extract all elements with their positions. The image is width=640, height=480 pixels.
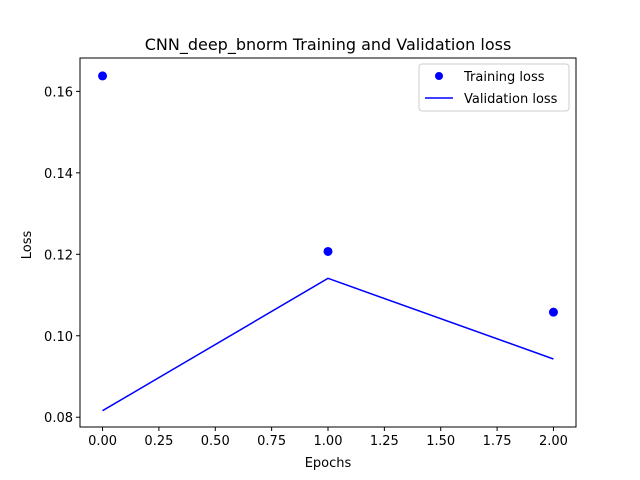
y-tick-label: 0.16 bbox=[44, 85, 73, 100]
training-loss-point bbox=[98, 71, 108, 81]
x-tick-label: 2.00 bbox=[539, 434, 568, 449]
x-tick-label: 1.00 bbox=[314, 434, 343, 449]
x-tick-label: 0.75 bbox=[257, 434, 286, 449]
legend-frame bbox=[418, 63, 570, 112]
legend-training-marker bbox=[435, 72, 443, 80]
y-tick-label: 0.14 bbox=[44, 167, 73, 182]
y-tick-label: 0.10 bbox=[44, 330, 73, 345]
validation-loss-line bbox=[102, 277, 554, 412]
legend-training-label: Training loss bbox=[463, 70, 545, 85]
x-tick-label: 1.50 bbox=[426, 434, 455, 449]
x-tick-label: 0.00 bbox=[88, 434, 117, 449]
legend: Training loss Validation loss bbox=[418, 63, 570, 112]
y-tick-label: 0.08 bbox=[44, 411, 73, 426]
x-tick-label: 0.25 bbox=[144, 434, 173, 449]
x-tick-label: 0.50 bbox=[201, 434, 230, 449]
x-tick-label: 1.25 bbox=[370, 434, 399, 449]
plot-area: 0.00 0.25 0.50 0.75 1.00 1.25 1.50 1.75 2.00 0.08… bbox=[44, 57, 577, 449]
y-axis-label: Loss bbox=[20, 231, 35, 260]
x-tick-label: 1.75 bbox=[483, 434, 512, 449]
legend-validation-label: Validation loss bbox=[464, 92, 558, 107]
x-axis-label: Epochs bbox=[305, 456, 352, 471]
training-loss-point bbox=[323, 246, 333, 256]
axes-frame bbox=[79, 57, 577, 428]
chart-title: CNN_deep_bnorm Training and Validation l… bbox=[145, 35, 512, 55]
y-tick-label: 0.12 bbox=[44, 248, 73, 263]
training-loss-point bbox=[548, 307, 558, 317]
